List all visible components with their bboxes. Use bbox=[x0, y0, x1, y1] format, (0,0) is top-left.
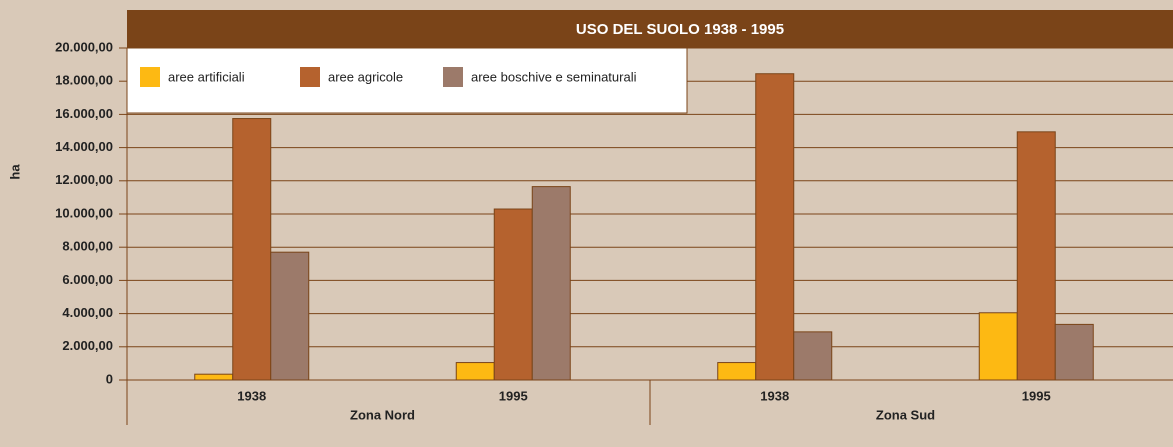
bar bbox=[455, 362, 495, 381]
chart-title: USO DEL SUOLO 1938 - 1995 bbox=[576, 21, 784, 38]
group-label: Zona Nord bbox=[350, 407, 415, 422]
y-tick-label: 18.000,00 bbox=[55, 73, 113, 88]
legend-label: aree boschive e seminaturali bbox=[471, 69, 637, 84]
y-axis-label: ha bbox=[7, 164, 22, 180]
y-tick-label: 2.000,00 bbox=[62, 338, 113, 353]
bar bbox=[493, 208, 533, 381]
x-tick-label: 1938 bbox=[237, 388, 266, 403]
y-tick-label: 20.000,00 bbox=[55, 39, 113, 54]
bar bbox=[1054, 323, 1094, 381]
legend-label: aree artificiali bbox=[168, 69, 245, 84]
y-tick-label: 6.000,00 bbox=[62, 272, 113, 287]
x-tick-label: 1995 bbox=[499, 388, 528, 403]
bar bbox=[793, 331, 833, 381]
title-bar bbox=[127, 10, 1173, 48]
y-tick-label: 8.000,00 bbox=[62, 239, 113, 254]
bar bbox=[717, 362, 757, 381]
legend-box bbox=[126, 47, 688, 114]
y-tick-label: 12.000,00 bbox=[55, 172, 113, 187]
y-tick-label: 4.000,00 bbox=[62, 305, 113, 320]
x-tick-label: 1995 bbox=[1022, 388, 1051, 403]
legend-swatch bbox=[443, 67, 463, 87]
bar bbox=[531, 186, 571, 381]
y-tick-label: 14.000,00 bbox=[55, 139, 113, 154]
legend-swatch bbox=[140, 67, 160, 87]
y-tick-label: 16.000,00 bbox=[55, 106, 113, 121]
bar bbox=[1016, 131, 1056, 381]
x-tick-label: 1938 bbox=[760, 388, 789, 403]
legend-label: aree agricole bbox=[328, 69, 403, 84]
bar bbox=[755, 73, 795, 381]
bar bbox=[978, 312, 1018, 381]
bar bbox=[232, 118, 272, 381]
y-tick-label: 0 bbox=[106, 371, 113, 386]
bar bbox=[194, 373, 234, 381]
bar bbox=[270, 251, 310, 381]
y-tick-label: 10.000,00 bbox=[55, 205, 113, 220]
legend-swatch bbox=[300, 67, 320, 87]
group-label: Zona Sud bbox=[876, 407, 935, 422]
